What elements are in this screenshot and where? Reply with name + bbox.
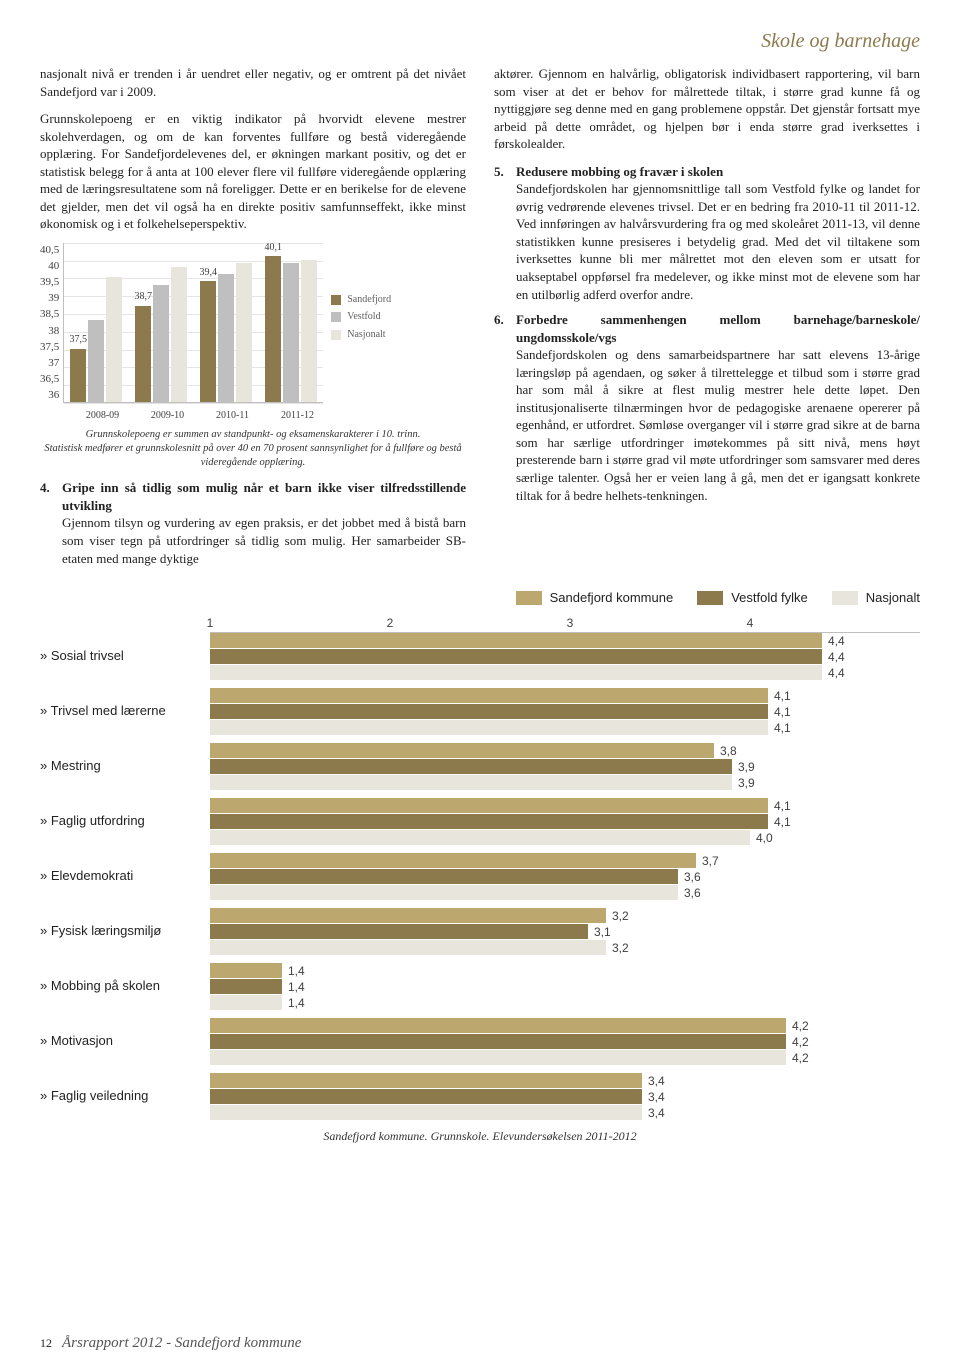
hbar-bar: 3,9 (210, 759, 732, 774)
hbar-bar: 3,4 (210, 1089, 642, 1104)
hbar-category-label: » Mestring (40, 757, 210, 775)
bar (153, 285, 169, 402)
page-number: 12 (40, 1335, 52, 1351)
bar: 37,5 (70, 349, 86, 402)
hbar-bar: 3,6 (210, 869, 678, 884)
hbar-bar: 4,1 (210, 688, 768, 703)
hbar-row: » Faglig veiledning3,43,43,4 (210, 1073, 920, 1120)
hbar-row: » Sosial trivsel4,44,44,4 (210, 633, 920, 680)
hbar-bar: 4,4 (210, 633, 822, 648)
hbar-category-label: » Mobbing på skolen (40, 977, 210, 995)
hbar-bar: 4,1 (210, 704, 768, 719)
grunnskolepoeng-chart: 40,54039,53938,53837,53736,536 37,538,73… (40, 243, 466, 403)
hbar-bar: 3,4 (210, 1105, 642, 1120)
hbar-category-label: » Elevdemokrati (40, 867, 210, 885)
hbar-bar: 3,4 (210, 1073, 642, 1088)
hbar-bar: 4,2 (210, 1018, 786, 1033)
hbar-bar: 1,4 (210, 979, 282, 994)
hbar-bar: 3,2 (210, 940, 606, 955)
hbar-bar: 4,1 (210, 798, 768, 813)
hbar-bar: 4,2 (210, 1050, 786, 1065)
page-footer: 12 Årsrapport 2012 - Sandefjord kommune (40, 1333, 301, 1353)
hbar-row: » Motivasjon4,24,24,2 (210, 1018, 920, 1065)
bar (88, 320, 104, 402)
bar: 39,4 (200, 281, 216, 402)
hbar-row: » Fysisk læringsmiljø3,23,13,2 (210, 908, 920, 955)
hbar-category-label: » Sosial trivsel (40, 647, 210, 665)
hbar-bar: 3,1 (210, 924, 588, 939)
hbar-row: » Mestring3,83,93,9 (210, 743, 920, 790)
right-column: aktører. Gjennom en halvårlig, obligator… (494, 65, 920, 575)
hbar-category-label: » Faglig utfordring (40, 812, 210, 830)
hbar-bar: 3,9 (210, 775, 732, 790)
hbar-row: » Elevdemokrati3,73,63,6 (210, 853, 920, 900)
hbar-category-label: » Faglig veiledning (40, 1087, 210, 1105)
hbar-bar: 3,2 (210, 908, 606, 923)
hbar-bar: 1,4 (210, 995, 282, 1010)
hbar-row: » Faglig utfordring4,14,14,0 (210, 798, 920, 845)
hbar-bar: 3,8 (210, 743, 714, 758)
hbar-bar: 4,0 (210, 830, 750, 845)
numbered-item-6: 6. Forbedre sammenhengen mellom barnehag… (494, 311, 920, 504)
numbered-item-4: 4. Gripe inn så tidlig som mulig når et … (40, 479, 466, 567)
hbar-bar: 4,4 (210, 665, 822, 680)
hbar-bar: 1,4 (210, 963, 282, 978)
chart-caption: Grunnskolepoeng er summen av standpunkt-… (40, 428, 466, 469)
left-para-2: Grunnskolepoeng er en viktig indikator p… (40, 110, 466, 233)
bar (301, 260, 317, 402)
hbar-bar: 4,4 (210, 649, 822, 664)
footer-text: Årsrapport 2012 - Sandefjord kommune (62, 1333, 301, 1353)
hbar-bar: 3,6 (210, 885, 678, 900)
hbar-bar: 4,1 (210, 720, 768, 735)
bar (171, 267, 187, 402)
legend-item: Vestfold fylke (697, 589, 808, 607)
bar: 38,7 (135, 306, 151, 402)
left-column: nasjonalt nivå er trenden i år uendret e… (40, 65, 466, 575)
left-para-1: nasjonalt nivå er trenden i år uendret e… (40, 65, 466, 100)
legend-item: Sandefjord kommune (516, 589, 674, 607)
hbar-bar: 3,7 (210, 853, 696, 868)
numbered-item-5: 5. Redusere mobbing og fravær i skolen S… (494, 163, 920, 303)
hbar-category-label: » Motivasjon (40, 1032, 210, 1050)
legend-item: Nasjonalt (832, 589, 920, 607)
bar (283, 263, 299, 402)
hbar-caption: Sandefjord kommune. Grunnskole. Elevunde… (40, 1128, 920, 1144)
hbar-row: » Trivsel med lærerne4,14,14,1 (210, 688, 920, 735)
elevundersokelsen-chart: Sandefjord kommune Vestfold fylke Nasjonal… (40, 589, 920, 1144)
bar (218, 274, 234, 402)
bar (236, 263, 252, 402)
hbar-category-label: » Trivsel med lærerne (40, 702, 210, 720)
bar (106, 277, 122, 401)
section-header: Skole og barnehage (40, 28, 920, 55)
hbar-bar: 4,2 (210, 1034, 786, 1049)
hbar-category-label: » Fysisk læringsmiljø (40, 922, 210, 940)
bar: 40,1 (265, 256, 281, 402)
hbar-row: » Mobbing på skolen1,41,41,4 (210, 963, 920, 1010)
right-para-1: aktører. Gjennom en halvårlig, obligator… (494, 65, 920, 153)
hbar-bar: 4,1 (210, 814, 768, 829)
